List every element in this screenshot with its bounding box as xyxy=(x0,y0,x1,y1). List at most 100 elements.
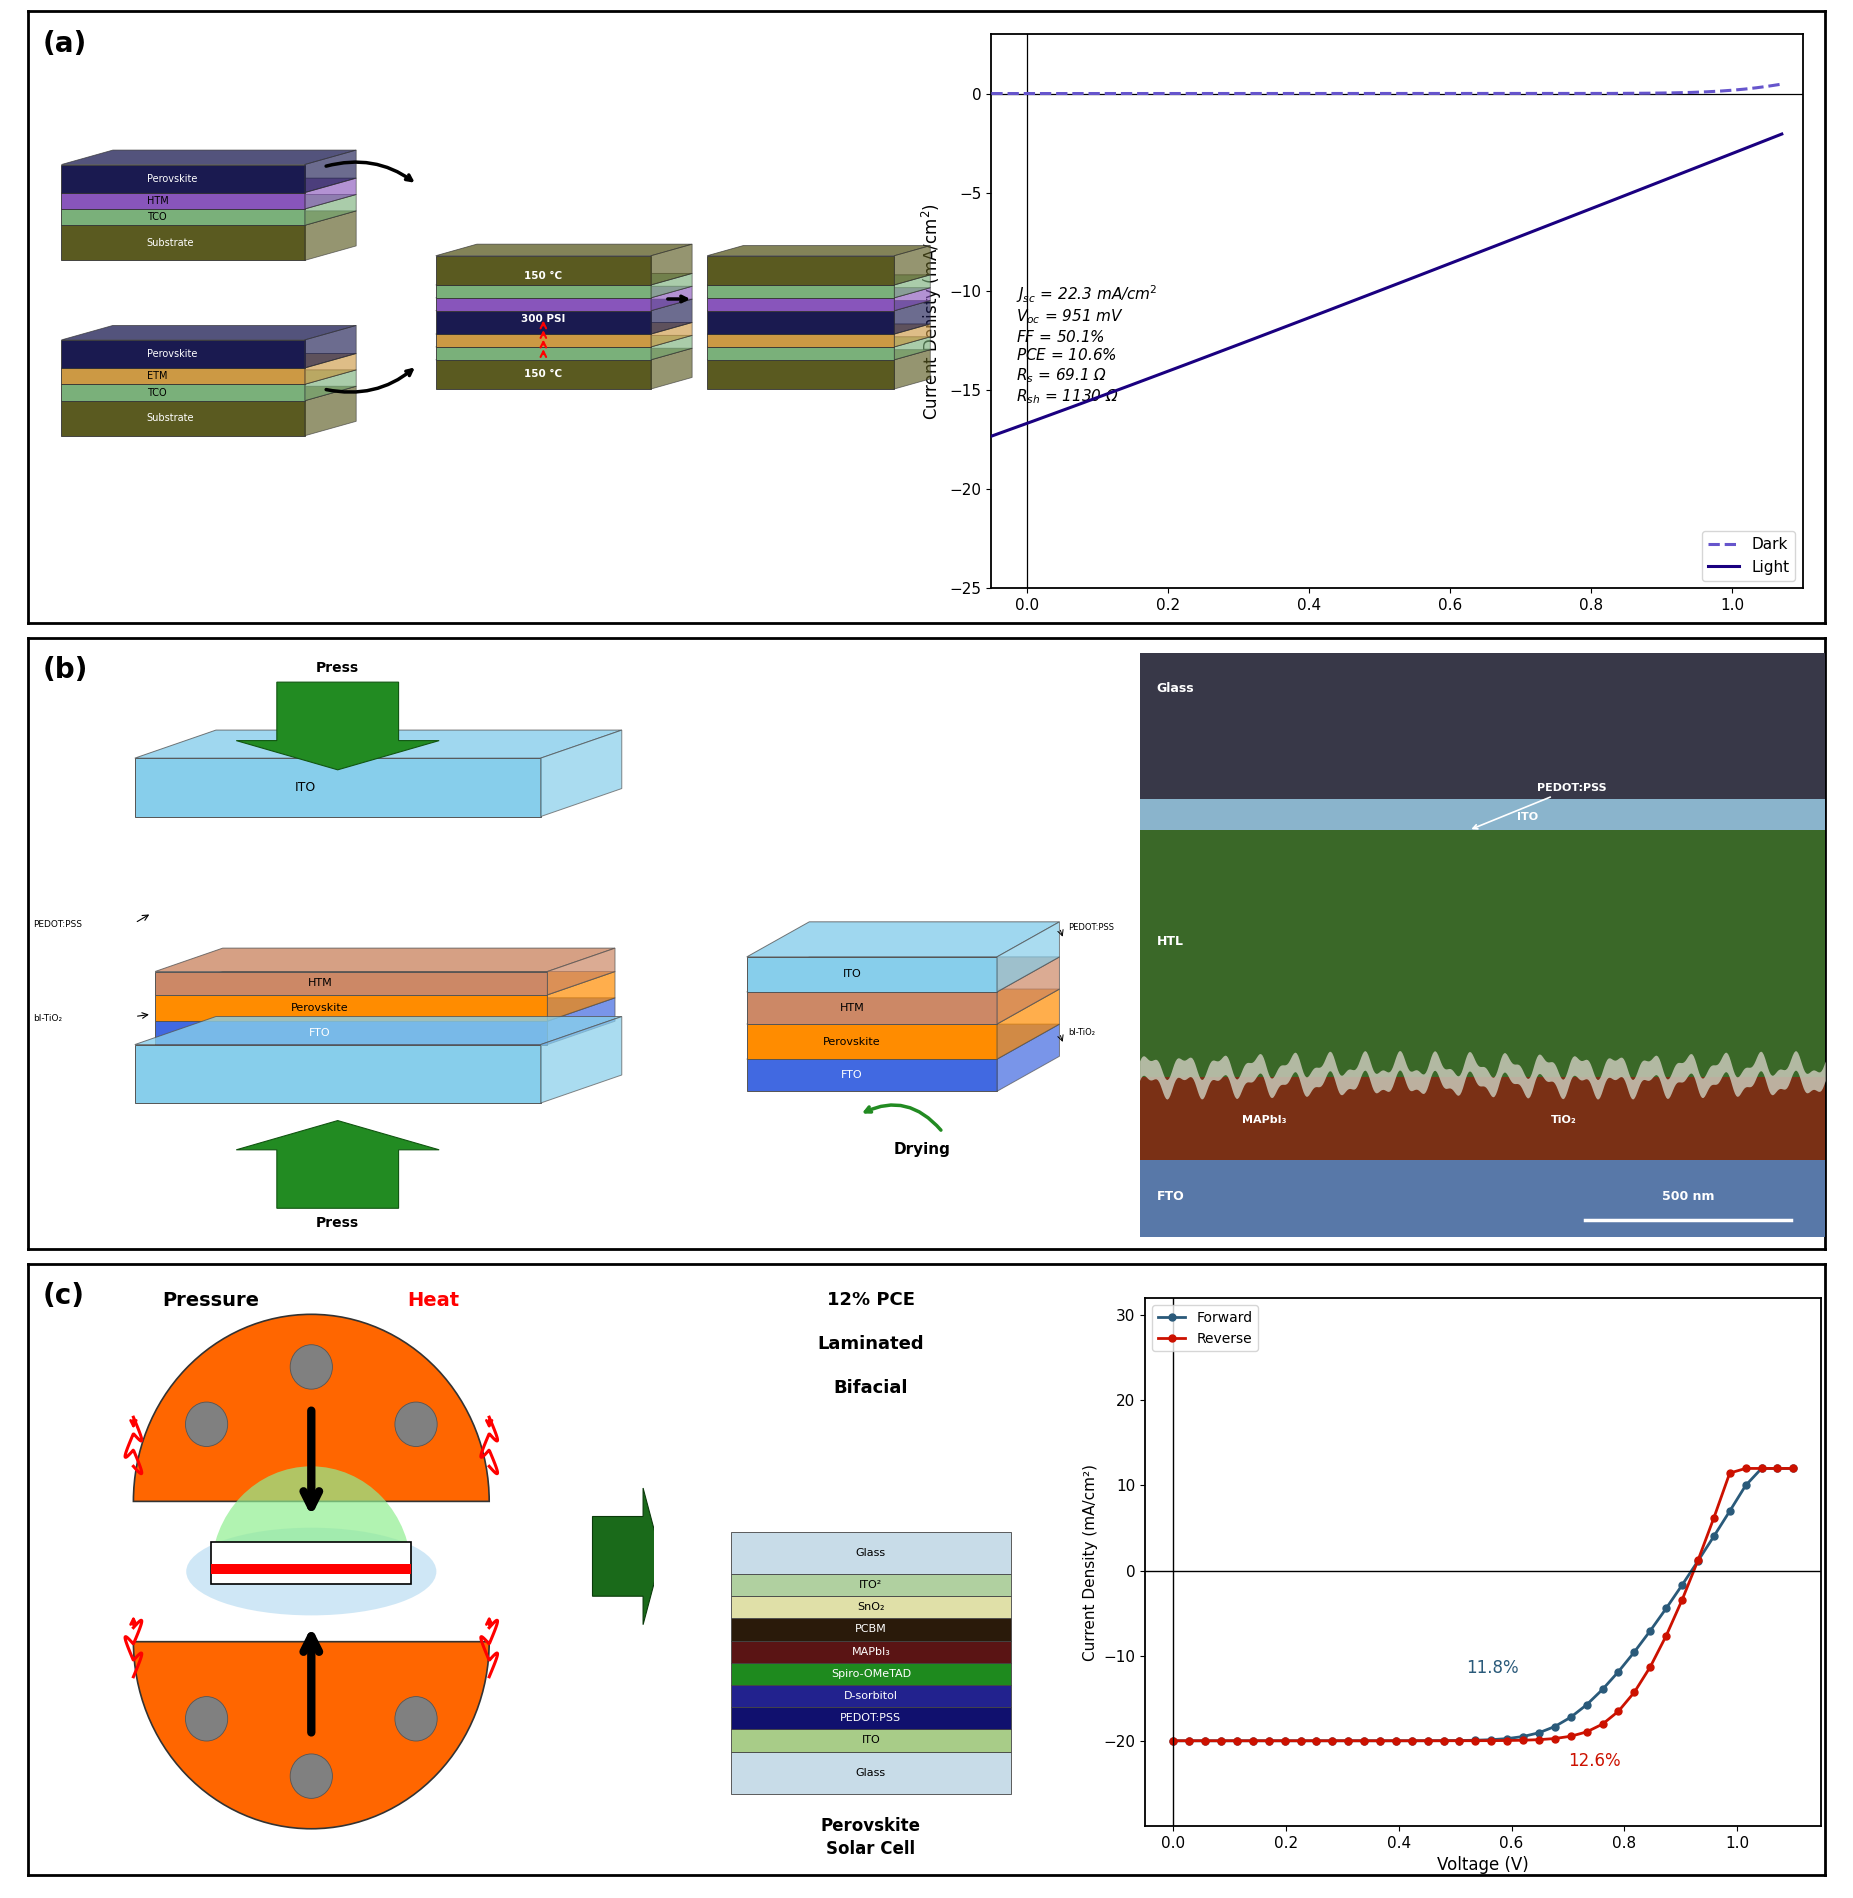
Polygon shape xyxy=(61,383,304,400)
Polygon shape xyxy=(435,287,693,298)
Text: Glass: Glass xyxy=(1156,681,1195,695)
Polygon shape xyxy=(997,922,1060,993)
Polygon shape xyxy=(547,998,615,1044)
Reverse xyxy=(1703,1507,1725,1530)
Text: 12.6%: 12.6% xyxy=(1568,1752,1621,1771)
Line: Reverse: Reverse xyxy=(1169,1465,1797,1744)
Text: Spiro-OMeTAD: Spiro-OMeTAD xyxy=(830,1668,912,1680)
Reverse xyxy=(1655,1625,1677,1647)
Polygon shape xyxy=(435,347,693,361)
Polygon shape xyxy=(156,972,615,995)
Polygon shape xyxy=(156,998,615,1021)
Circle shape xyxy=(291,1344,332,1389)
Polygon shape xyxy=(708,288,930,298)
Text: Perovskite: Perovskite xyxy=(146,173,196,184)
Text: 11.8%: 11.8% xyxy=(1466,1659,1519,1676)
FancyBboxPatch shape xyxy=(1140,1160,1825,1237)
Forward xyxy=(1560,1706,1582,1729)
Line: Dark: Dark xyxy=(991,84,1783,93)
Circle shape xyxy=(395,1403,437,1446)
Dark xyxy=(1238,82,1260,104)
Text: HTL: HTL xyxy=(1156,936,1184,949)
Text: ITO: ITO xyxy=(1516,812,1538,822)
Forward xyxy=(1766,1458,1788,1480)
Polygon shape xyxy=(61,194,356,209)
Text: $J_{sc}$ = 22.3 mA/cm$^2$
$V_{oc}$ = 951 mV
$FF$ = 50.1%
$PCE$ = 10.6%
$R_s$ = 6: $J_{sc}$ = 22.3 mA/cm$^2$ $V_{oc}$ = 951… xyxy=(1015,283,1158,406)
Polygon shape xyxy=(435,323,693,334)
Text: FTO: FTO xyxy=(841,1070,863,1080)
Forward xyxy=(1162,1729,1184,1752)
Reverse xyxy=(1718,1461,1740,1484)
Wedge shape xyxy=(133,1642,489,1830)
Circle shape xyxy=(395,1697,437,1740)
Forward xyxy=(1751,1458,1773,1480)
Forward xyxy=(1703,1524,1725,1547)
Text: 12% PCE: 12% PCE xyxy=(826,1291,915,1310)
Polygon shape xyxy=(135,1017,623,1044)
FancyBboxPatch shape xyxy=(1140,1076,1825,1160)
Dark xyxy=(1771,72,1794,95)
Polygon shape xyxy=(156,995,547,1021)
FancyBboxPatch shape xyxy=(1140,799,1825,829)
Polygon shape xyxy=(708,349,930,361)
Polygon shape xyxy=(304,325,356,368)
Polygon shape xyxy=(895,245,930,285)
Circle shape xyxy=(185,1403,228,1446)
Polygon shape xyxy=(61,178,356,192)
Polygon shape xyxy=(708,325,930,334)
Polygon shape xyxy=(895,288,930,311)
Polygon shape xyxy=(708,298,895,311)
Forward xyxy=(1734,1475,1757,1498)
Polygon shape xyxy=(61,368,304,383)
Y-axis label: Current Denisty (mA/cm$^2$): Current Denisty (mA/cm$^2$) xyxy=(919,203,943,419)
Text: Perovskite: Perovskite xyxy=(823,1036,880,1046)
Light xyxy=(1551,209,1573,232)
Forward xyxy=(1655,1596,1677,1619)
Polygon shape xyxy=(435,273,693,285)
Polygon shape xyxy=(435,334,650,347)
Polygon shape xyxy=(156,949,615,972)
Text: ITO: ITO xyxy=(862,1735,880,1746)
Forward xyxy=(1512,1725,1534,1748)
Forward xyxy=(1353,1729,1375,1752)
Polygon shape xyxy=(997,989,1060,1059)
Polygon shape xyxy=(708,311,895,334)
Circle shape xyxy=(291,1754,332,1799)
FancyBboxPatch shape xyxy=(730,1685,1012,1706)
Text: Perovskite: Perovskite xyxy=(146,349,196,359)
Polygon shape xyxy=(304,353,356,383)
Text: (a): (a) xyxy=(43,30,87,57)
Polygon shape xyxy=(61,353,356,368)
Polygon shape xyxy=(895,300,930,334)
FancyBboxPatch shape xyxy=(730,1619,1012,1640)
Reverse xyxy=(1686,1549,1708,1572)
Polygon shape xyxy=(708,285,895,298)
Polygon shape xyxy=(61,370,356,383)
Y-axis label: Current Density (mA/cm²): Current Density (mA/cm²) xyxy=(1082,1463,1097,1661)
Polygon shape xyxy=(61,211,356,226)
Polygon shape xyxy=(435,298,650,311)
Wedge shape xyxy=(211,1467,411,1572)
Polygon shape xyxy=(61,340,304,368)
X-axis label: Voltage (V): Voltage (V) xyxy=(1438,1856,1529,1873)
Light xyxy=(1075,391,1097,414)
Text: 500 nm: 500 nm xyxy=(1662,1190,1714,1203)
Text: (c): (c) xyxy=(43,1283,83,1310)
Text: ITO: ITO xyxy=(843,970,862,979)
Reverse xyxy=(1671,1589,1694,1611)
Light xyxy=(980,425,1002,448)
Polygon shape xyxy=(708,334,895,347)
Polygon shape xyxy=(747,1025,1060,1059)
Forward xyxy=(1321,1729,1343,1752)
Polygon shape xyxy=(435,300,693,311)
Forward xyxy=(1449,1729,1471,1752)
Forward xyxy=(1686,1549,1708,1572)
Polygon shape xyxy=(156,1021,547,1044)
Dark xyxy=(1293,82,1316,104)
Forward xyxy=(1671,1573,1694,1596)
Legend: Dark, Light: Dark, Light xyxy=(1703,531,1796,581)
Polygon shape xyxy=(156,972,547,995)
Dark xyxy=(1477,82,1499,104)
Polygon shape xyxy=(650,287,693,311)
Light xyxy=(1293,307,1316,330)
